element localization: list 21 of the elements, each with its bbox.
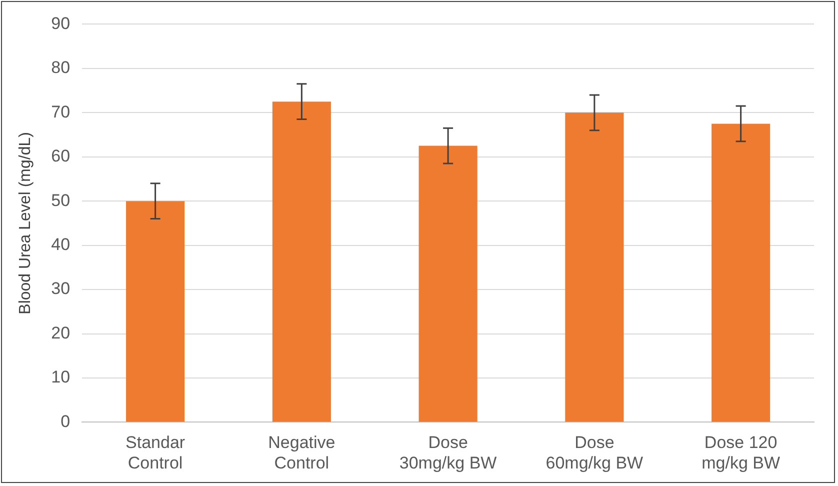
x-tick-label: Standar Control bbox=[126, 433, 186, 472]
y-tick-label: 50 bbox=[51, 190, 70, 210]
y-tick-label: 70 bbox=[51, 102, 70, 122]
bar bbox=[565, 112, 624, 422]
x-tick-label: Negative Control bbox=[268, 433, 336, 472]
y-tick-label: 10 bbox=[51, 368, 70, 387]
bar bbox=[418, 146, 478, 422]
x-tick-label: Dose 60mg/kg BW bbox=[546, 433, 644, 472]
bar bbox=[126, 201, 185, 422]
y-tick-label: 60 bbox=[51, 146, 70, 166]
x-tick-label: Dose 120 mg/kg BW bbox=[702, 433, 780, 472]
bar bbox=[712, 124, 770, 422]
y-tick-label: 0 bbox=[60, 412, 70, 431]
y-tick-label: 80 bbox=[51, 58, 70, 78]
y-tick-label: 30 bbox=[51, 279, 70, 298]
y-axis-title: Blood Urea Level (mg/dL) bbox=[17, 132, 34, 314]
y-tick-label: 40 bbox=[51, 235, 70, 254]
y-tick-label: 20 bbox=[51, 323, 70, 342]
y-tick-label: 90 bbox=[51, 14, 70, 33]
bar bbox=[272, 102, 331, 422]
x-tick-label: Dose 30mg/kg BW bbox=[399, 433, 497, 472]
